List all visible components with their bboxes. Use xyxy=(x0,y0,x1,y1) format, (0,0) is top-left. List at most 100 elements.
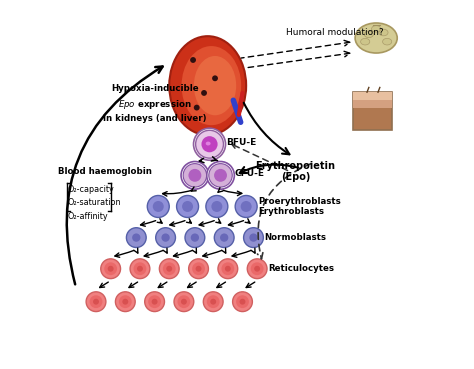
Circle shape xyxy=(196,130,223,158)
FancyArrowPatch shape xyxy=(222,248,226,253)
Text: Blood haemoglobin: Blood haemoglobin xyxy=(57,167,151,176)
Circle shape xyxy=(190,57,196,63)
Circle shape xyxy=(155,228,175,248)
Circle shape xyxy=(214,228,234,248)
Ellipse shape xyxy=(372,25,381,32)
Circle shape xyxy=(212,75,218,81)
Circle shape xyxy=(108,266,114,272)
FancyArrowPatch shape xyxy=(240,165,297,173)
FancyArrowPatch shape xyxy=(134,248,138,253)
Text: Reticulocytes: Reticulocytes xyxy=(268,264,334,273)
Circle shape xyxy=(218,259,238,279)
Circle shape xyxy=(211,201,222,212)
Circle shape xyxy=(86,292,106,311)
Text: Normoblasts: Normoblasts xyxy=(264,233,327,242)
Circle shape xyxy=(181,299,187,305)
FancyArrowPatch shape xyxy=(158,282,167,287)
FancyArrowPatch shape xyxy=(228,221,244,226)
Circle shape xyxy=(182,201,193,212)
FancyBboxPatch shape xyxy=(354,92,392,108)
Text: Proerythroblasts
Erythroblasts: Proerythroblasts Erythroblasts xyxy=(258,197,341,216)
Circle shape xyxy=(239,299,246,305)
Ellipse shape xyxy=(194,56,236,115)
Circle shape xyxy=(189,169,201,182)
FancyArrowPatch shape xyxy=(67,66,163,284)
FancyArrowPatch shape xyxy=(163,190,192,196)
Circle shape xyxy=(203,292,223,311)
Circle shape xyxy=(192,262,205,275)
Circle shape xyxy=(90,295,102,308)
Circle shape xyxy=(209,163,232,187)
Circle shape xyxy=(145,292,164,311)
Circle shape xyxy=(163,262,176,275)
Circle shape xyxy=(153,201,164,212)
Text: Hypoxia-inducible
$\it{Epo}$ expression
in kidneys (and liver): Hypoxia-inducible $\it{Epo}$ expression … xyxy=(103,85,206,124)
FancyArrowPatch shape xyxy=(223,190,242,196)
Circle shape xyxy=(152,299,157,305)
Circle shape xyxy=(177,196,199,217)
FancyArrowPatch shape xyxy=(251,248,255,253)
Circle shape xyxy=(134,262,146,275)
Circle shape xyxy=(101,259,120,279)
FancyArrowPatch shape xyxy=(217,282,226,287)
Circle shape xyxy=(162,234,170,242)
FancyArrowPatch shape xyxy=(186,219,191,223)
FancyArrowPatch shape xyxy=(129,282,137,287)
Circle shape xyxy=(194,105,200,111)
FancyArrowPatch shape xyxy=(211,157,218,161)
Ellipse shape xyxy=(206,142,210,145)
FancyArrowPatch shape xyxy=(173,251,192,257)
Text: Humoral modulation?: Humoral modulation? xyxy=(286,28,384,37)
Circle shape xyxy=(127,228,146,248)
Circle shape xyxy=(159,259,179,279)
FancyArrowPatch shape xyxy=(244,103,290,154)
FancyArrowPatch shape xyxy=(157,219,162,223)
Circle shape xyxy=(119,295,132,308)
FancyArrowPatch shape xyxy=(144,251,163,257)
Circle shape xyxy=(196,266,201,272)
FancyArrowPatch shape xyxy=(245,219,250,223)
Text: O₂-capacity
O₂-saturation
O₂-affinity: O₂-capacity O₂-saturation O₂-affinity xyxy=(68,184,121,221)
Circle shape xyxy=(130,259,150,279)
Circle shape xyxy=(191,234,199,242)
Ellipse shape xyxy=(364,31,374,38)
FancyArrowPatch shape xyxy=(192,248,196,253)
Circle shape xyxy=(254,266,260,272)
FancyArrowPatch shape xyxy=(115,251,134,257)
Circle shape xyxy=(183,163,207,187)
Circle shape xyxy=(214,169,227,182)
FancyArrowPatch shape xyxy=(100,282,108,287)
Circle shape xyxy=(210,299,216,305)
Circle shape xyxy=(181,162,209,189)
FancyArrowPatch shape xyxy=(199,221,214,226)
Circle shape xyxy=(185,228,205,248)
FancyArrowPatch shape xyxy=(191,187,196,191)
Text: BFU-E: BFU-E xyxy=(226,138,256,147)
Circle shape xyxy=(251,262,264,275)
Ellipse shape xyxy=(383,38,392,45)
Text: CFU-E: CFU-E xyxy=(235,169,264,178)
Ellipse shape xyxy=(182,46,241,125)
FancyArrowPatch shape xyxy=(218,188,223,192)
Circle shape xyxy=(220,234,228,242)
Ellipse shape xyxy=(379,29,388,36)
Circle shape xyxy=(236,295,249,308)
Circle shape xyxy=(132,234,140,242)
Circle shape xyxy=(148,295,161,308)
FancyArrowPatch shape xyxy=(203,251,221,257)
Circle shape xyxy=(193,128,226,160)
FancyArrowPatch shape xyxy=(188,282,196,287)
FancyArrowPatch shape xyxy=(163,248,167,253)
Circle shape xyxy=(174,292,194,311)
Circle shape xyxy=(233,292,252,311)
Circle shape xyxy=(177,295,191,308)
Circle shape xyxy=(122,299,128,305)
Ellipse shape xyxy=(169,36,246,135)
Circle shape xyxy=(207,295,219,308)
FancyArrowPatch shape xyxy=(257,163,311,259)
Circle shape xyxy=(201,136,218,152)
FancyArrowPatch shape xyxy=(200,158,204,163)
Circle shape xyxy=(235,196,257,217)
Circle shape xyxy=(207,162,234,189)
Text: Erythropoietin
(Epo): Erythropoietin (Epo) xyxy=(255,161,336,182)
